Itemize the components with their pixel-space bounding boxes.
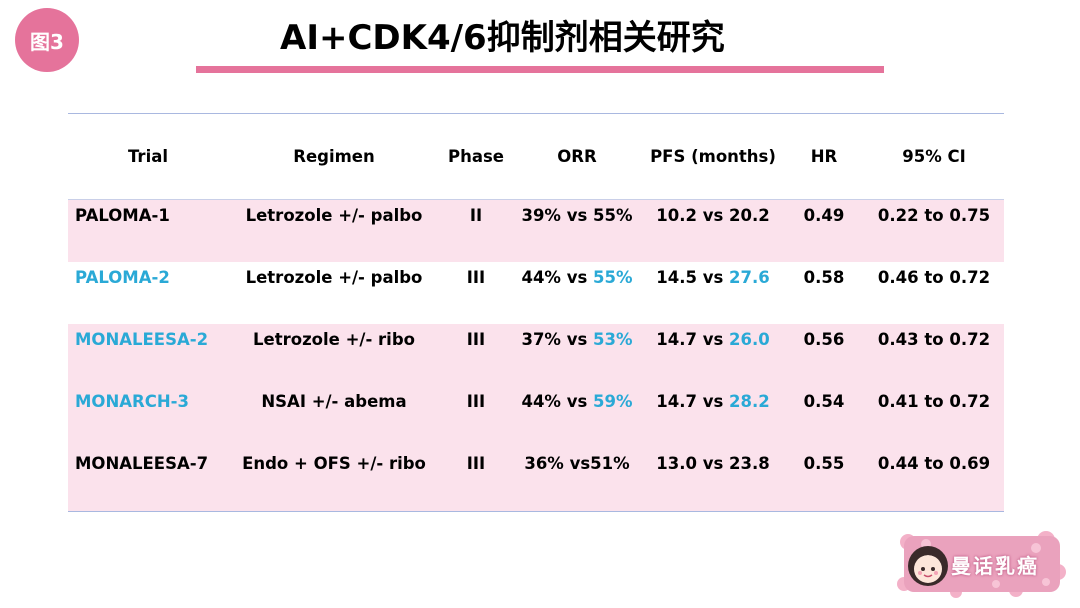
cell-regimen: Endo + OFS +/- ribo xyxy=(242,453,426,473)
title-underline xyxy=(196,66,884,73)
pfs-text: 10.2 vs 20.2 xyxy=(656,206,770,225)
figure-badge-label: 图3 xyxy=(30,29,64,54)
cell-pfs: 14.5 vs 27.6 xyxy=(642,262,784,324)
table-row: MONARCH-3 NSAI +/- abema III 44% vs 59% … xyxy=(68,385,1004,448)
table-row: MONALEESA-7 Endo + OFS +/- ribo III 36% … xyxy=(68,447,1004,512)
cell-ci: 0.46 to 0.72 xyxy=(877,267,991,287)
logo-background xyxy=(897,531,1066,598)
cell-trial: PALOMA-2 xyxy=(75,267,170,287)
orr-highlight: 59% xyxy=(593,391,633,411)
pfs-highlight: 28.2 xyxy=(729,391,770,411)
cell-regimen: Letrozole +/- palbo xyxy=(245,267,423,287)
cell-trial: PALOMA-1 xyxy=(75,206,170,225)
table-body: PALOMA-1 Letrozole +/- palbo II 39% vs 5… xyxy=(68,199,1004,512)
pfs-text: 14.7 vs xyxy=(656,329,730,349)
cell-hr: 0.54 xyxy=(803,391,845,411)
trials-table: Trial Regimen Phase ORR PFS (months) HR … xyxy=(68,113,1004,512)
cell-ci: 0.41 to 0.72 xyxy=(877,391,991,411)
cell-trial: MONARCH-3 xyxy=(75,391,189,411)
cell-regimen: Letrozole +/- ribo xyxy=(253,329,415,349)
pfs-text: 14.7 vs xyxy=(656,391,730,411)
header-pfs: PFS (months) xyxy=(642,113,784,200)
pfs-text: 13.0 vs 23.8 xyxy=(656,453,770,473)
orr-text: 37% vs xyxy=(521,329,594,349)
orr-text: 44% vs xyxy=(521,391,594,411)
cell-phase: III xyxy=(466,391,486,411)
cell-hr: 0.49 xyxy=(803,206,845,225)
header-hr: HR xyxy=(784,113,864,200)
cell-phase: III xyxy=(466,329,486,349)
table-row: MONALEESA-2 Letrozole +/- ribo III 37% v… xyxy=(68,323,1004,386)
cell-orr: 44% vs 55% xyxy=(512,262,642,324)
cell-hr: 0.56 xyxy=(803,329,845,349)
table-header: Trial Regimen Phase ORR PFS (months) HR … xyxy=(68,113,1004,200)
logo-text: 曼话乳癌 xyxy=(951,554,1039,578)
table-row: PALOMA-2 Letrozole +/- palbo III 44% vs … xyxy=(68,261,1004,324)
cell-orr: 37% vs 53% xyxy=(512,324,642,386)
header-phase: Phase xyxy=(440,113,512,200)
header-ci: 95% CI xyxy=(864,113,1004,200)
pfs-highlight: 27.6 xyxy=(729,267,770,287)
cell-hr: 0.58 xyxy=(803,267,845,287)
table-row: PALOMA-1 Letrozole +/- palbo II 39% vs 5… xyxy=(68,199,1004,262)
cell-pfs: 14.7 vs 26.0 xyxy=(642,324,784,386)
cell-pfs: 13.0 vs 23.8 xyxy=(642,448,784,512)
cell-phase: III xyxy=(466,267,486,287)
pfs-highlight: 26.0 xyxy=(729,329,770,349)
header-regimen: Regimen xyxy=(228,113,440,200)
cell-phase: III xyxy=(466,453,486,473)
header-trial: Trial xyxy=(68,113,228,200)
header-orr: ORR xyxy=(512,113,642,200)
cell-phase: II xyxy=(469,206,483,225)
trials-table-wrapper: Trial Regimen Phase ORR PFS (months) HR … xyxy=(68,113,1004,512)
header-row: Trial Regimen Phase ORR PFS (months) HR … xyxy=(68,113,1004,200)
cell-regimen: NSAI +/- abema xyxy=(261,391,407,411)
cell-orr: 36% vs51% xyxy=(512,448,642,512)
slide-title: AI+CDK4/6抑制剂相关研究 xyxy=(280,18,725,58)
cell-ci: 0.44 to 0.69 xyxy=(877,453,991,473)
brand-logo: 曼话乳癌 xyxy=(896,528,1068,600)
orr-text: 36% vs51% xyxy=(524,453,630,473)
cell-hr: 0.55 xyxy=(803,453,845,473)
cell-orr: 39% vs 55% xyxy=(512,200,642,262)
cell-ci: 0.43 to 0.72 xyxy=(877,329,991,349)
cell-regimen: Letrozole +/- palbo xyxy=(245,206,423,225)
cartoon-girl-avatar-icon xyxy=(908,546,948,586)
cell-trial: MONALEESA-7 xyxy=(75,453,209,473)
cell-pfs: 10.2 vs 20.2 xyxy=(642,200,784,262)
cell-ci: 0.22 to 0.75 xyxy=(877,206,991,225)
orr-highlight: 53% xyxy=(593,329,633,349)
orr-text: 39% vs 55% xyxy=(521,206,633,225)
orr-highlight: 55% xyxy=(593,267,633,287)
cell-pfs: 14.7 vs 28.2 xyxy=(642,386,784,448)
orr-text: 44% vs xyxy=(521,267,594,287)
figure-badge: 图3 xyxy=(15,8,79,72)
cell-orr: 44% vs 59% xyxy=(512,386,642,448)
pfs-text: 14.5 vs xyxy=(656,267,730,287)
cell-trial: MONALEESA-2 xyxy=(75,329,209,349)
